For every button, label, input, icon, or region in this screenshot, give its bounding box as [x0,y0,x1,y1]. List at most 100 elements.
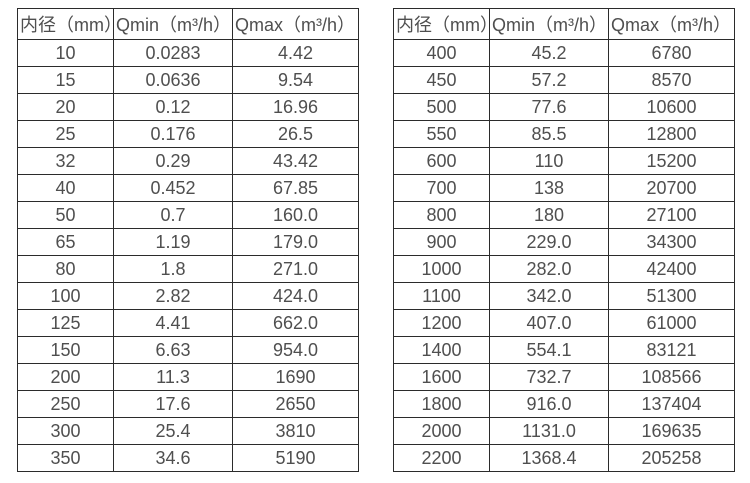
table-cell: 1100 [393,282,490,310]
table-row: 300 25.4 3810 [17,417,359,445]
table-cell: 1690 [232,363,359,391]
table-cell: 205258 [608,444,735,472]
table-cell: 180 [489,201,609,229]
table-cell: 954.0 [232,336,359,364]
table-cell: 900 [393,228,490,256]
table-cell: 11.3 [113,363,233,391]
table-cell: 179.0 [232,228,359,256]
table-body: 10 0.0283 4.42 15 0.0636 9.54 20 0.12 16.96 25 0.1… [17,39,359,472]
table-cell: 229.0 [489,228,609,256]
table-cell: 450 [393,66,490,94]
table-cell: 250 [17,390,114,418]
table-cell: 4.41 [113,309,233,337]
table-cell: 27100 [608,201,735,229]
table-row: 100 2.82 424.0 [17,282,359,310]
table-cell: 2650 [232,390,359,418]
table-cell: 40 [17,174,114,202]
table-cell: 424.0 [232,282,359,310]
table-row: 1400 554.1 83121 [393,336,735,364]
table-row: 150 6.63 954.0 [17,336,359,364]
table-cell: 6780 [608,39,735,67]
table-row: 1100 342.0 51300 [393,282,735,310]
table-cell: 83121 [608,336,735,364]
table-cell: 554.1 [489,336,609,364]
table-cell: 15 [17,66,114,94]
table-cell: 662.0 [232,309,359,337]
table-cell: 57.2 [489,66,609,94]
table-cell: 25.4 [113,417,233,445]
table-cell: 51300 [608,282,735,310]
table-cell: 43.42 [232,147,359,175]
table-cell: 15200 [608,147,735,175]
table-cell: 2000 [393,417,490,445]
table-cell: 1800 [393,390,490,418]
table-cell: 17.6 [113,390,233,418]
table-row: 600 110 15200 [393,147,735,175]
table-cell: 26.5 [232,120,359,148]
table-row: 550 85.5 12800 [393,120,735,148]
table-cell: 34300 [608,228,735,256]
table-row: 800 180 27100 [393,201,735,229]
table-row: 15 0.0636 9.54 [17,66,359,94]
table-cell: 137404 [608,390,735,418]
table-cell: 80 [17,255,114,283]
table-cell: 300 [17,417,114,445]
table-cell: 160.0 [232,201,359,229]
col-header-qmax: Qmax（m³/h） [232,8,359,40]
table-cell: 110 [489,147,609,175]
table-cell: 800 [393,201,490,229]
table-cell: 138 [489,174,609,202]
table-row: 80 1.8 271.0 [17,255,359,283]
table-cell: 600 [393,147,490,175]
table-row: 25 0.176 26.5 [17,120,359,148]
table-cell: 200 [17,363,114,391]
table-cell: 150 [17,336,114,364]
table-header-row: 内径（mm） Qmin（m³/h） Qmax（m³/h） [393,8,735,40]
table-cell: 0.7 [113,201,233,229]
col-header-inner-diameter: 内径（mm） [393,8,490,40]
table-cell: 0.452 [113,174,233,202]
flow-table-large-diameters: 内径（mm） Qmin（m³/h） Qmax（m³/h） 400 45.2 6780… [393,8,735,472]
table-cell: 85.5 [489,120,609,148]
table-cell: 700 [393,174,490,202]
table-row: 32 0.29 43.42 [17,147,359,175]
table-cell: 5190 [232,444,359,472]
table-row: 40 0.452 67.85 [17,174,359,202]
table-cell: 400 [393,39,490,67]
table-cell: 61000 [608,309,735,337]
table-cell: 1.8 [113,255,233,283]
table-cell: 42400 [608,255,735,283]
table-cell: 108566 [608,363,735,391]
table-cell: 169635 [608,417,735,445]
table-cell: 1600 [393,363,490,391]
table-cell: 50 [17,201,114,229]
table-row: 1200 407.0 61000 [393,309,735,337]
tables-container: 内径（mm） Qmin（m³/h） Qmax（m³/h） 10 0.0283 4.4… [17,8,735,472]
table-row: 1000 282.0 42400 [393,255,735,283]
table-row: 250 17.6 2650 [17,390,359,418]
table-cell: 271.0 [232,255,359,283]
table-row: 900 229.0 34300 [393,228,735,256]
table-row: 2000 1131.0 169635 [393,417,735,445]
table-cell: 125 [17,309,114,337]
table-cell: 34.6 [113,444,233,472]
table-body: 400 45.2 6780 450 57.2 8570 500 77.6 10600 550 85.… [393,39,735,472]
table-cell: 100 [17,282,114,310]
table-row: 10 0.0283 4.42 [17,39,359,67]
table-row: 450 57.2 8570 [393,66,735,94]
table-cell: 20 [17,93,114,121]
table-cell: 45.2 [489,39,609,67]
table-cell: 16.96 [232,93,359,121]
table-row: 2200 1368.4 205258 [393,444,735,472]
table-row: 200 11.3 1690 [17,363,359,391]
table-cell: 4.42 [232,39,359,67]
table-cell: 25 [17,120,114,148]
table-cell: 0.29 [113,147,233,175]
table-cell: 10 [17,39,114,67]
table-cell: 1400 [393,336,490,364]
col-header-qmin: Qmin（m³/h） [489,8,609,40]
table-cell: 8570 [608,66,735,94]
col-header-inner-diameter: 内径（mm） [17,8,114,40]
table-cell: 1368.4 [489,444,609,472]
table-cell: 3810 [232,417,359,445]
